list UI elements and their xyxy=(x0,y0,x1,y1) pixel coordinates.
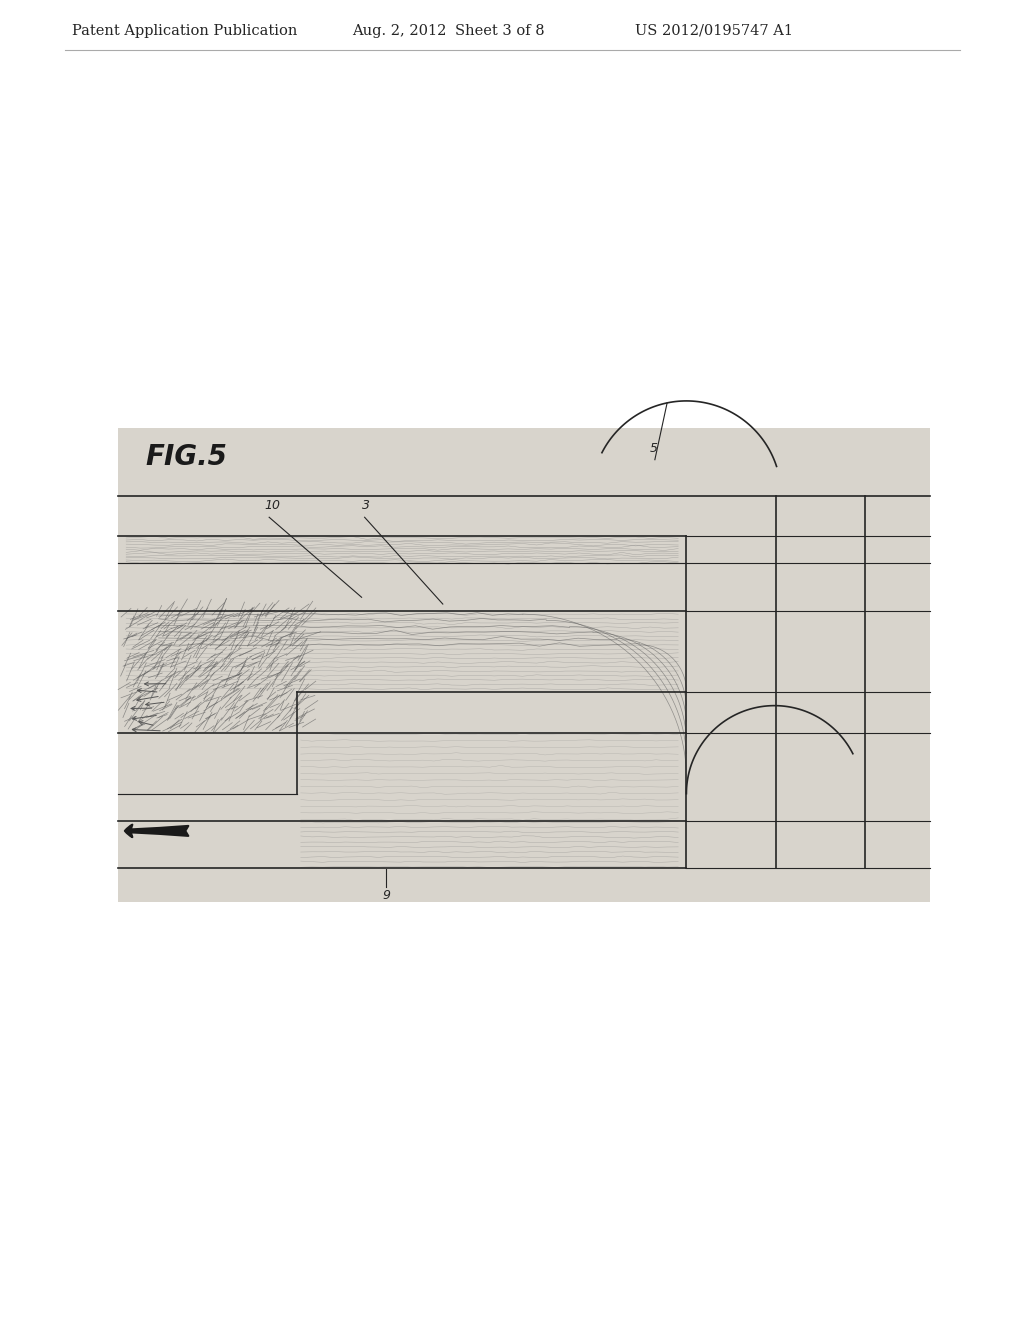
FancyBboxPatch shape xyxy=(118,428,930,902)
Text: Aug. 2, 2012: Aug. 2, 2012 xyxy=(352,24,446,38)
Text: 5: 5 xyxy=(650,442,657,454)
Text: 10: 10 xyxy=(264,499,281,512)
Text: US 2012/0195747 A1: US 2012/0195747 A1 xyxy=(635,24,793,38)
Text: Sheet 3 of 8: Sheet 3 of 8 xyxy=(455,24,545,38)
Text: Patent Application Publication: Patent Application Publication xyxy=(72,24,297,38)
Text: 9: 9 xyxy=(382,888,390,902)
Text: FIG.5: FIG.5 xyxy=(145,444,227,471)
Text: 3: 3 xyxy=(361,499,370,512)
